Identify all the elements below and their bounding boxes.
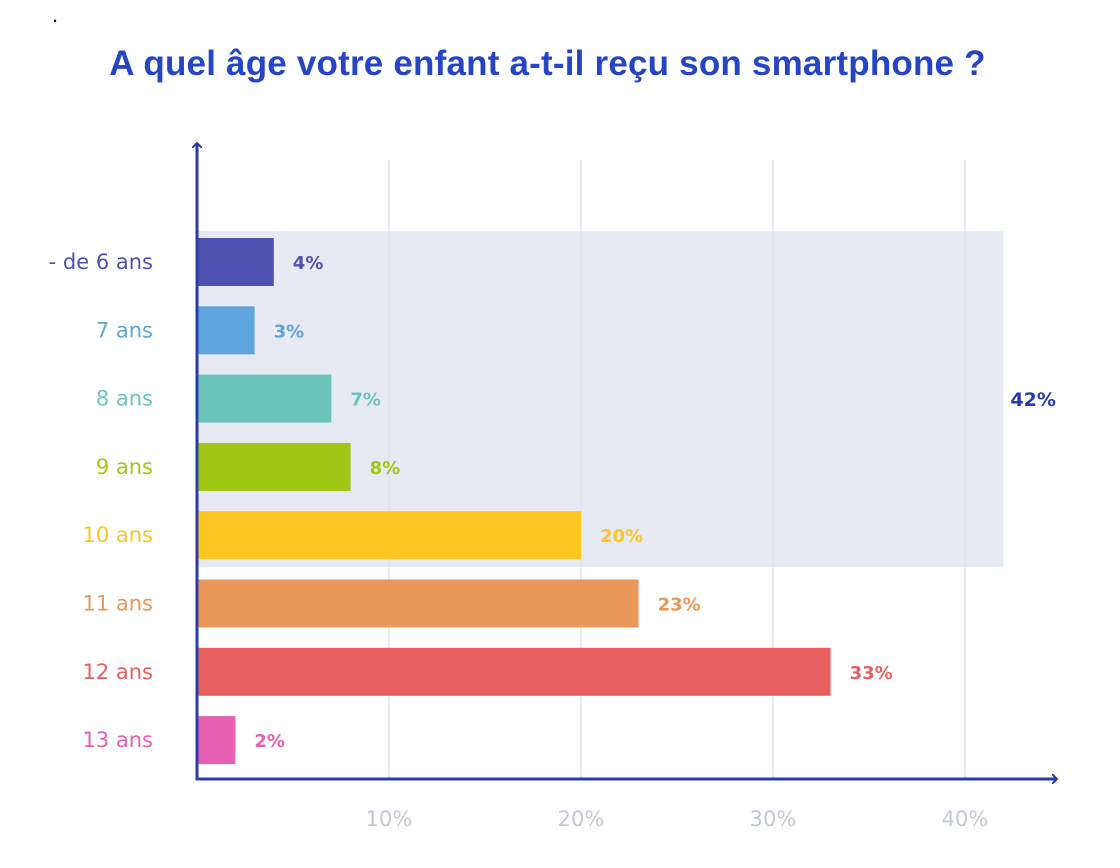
category-label: 11 ans [82,592,153,616]
category-label: - de 6 ans [49,250,153,274]
bar [197,442,351,491]
value-label: 20% [600,526,643,547]
chart-title: A quel âge votre enfant a-t-il reçu son … [109,44,986,83]
category-label: 7 ans [96,318,153,342]
x-tick-label: 20% [558,807,605,831]
x-tick-label: 30% [750,807,797,831]
value-label: 23% [658,595,701,616]
bars [197,238,831,765]
category-label: 13 ans [82,728,153,752]
value-label: 4% [293,253,324,274]
value-label: 2% [254,731,285,752]
group-highlight-label: 42% [1010,389,1055,411]
labels: 42% 10% 20% 30% 40% - de 6 ans 4% 7 ans 3% 8 ans 7… [49,250,1056,831]
category-label: 8 ans [96,387,153,411]
value-label: 3% [274,321,305,342]
bar [197,374,332,423]
bar [197,306,255,355]
category-label: 12 ans [82,660,153,684]
bar [197,647,831,696]
bar [197,238,274,286]
x-tick-label: 40% [942,807,989,831]
category-label: 9 ans [96,455,153,479]
category-label: 10 ans [82,523,153,547]
bar [197,716,236,765]
bar [197,511,581,560]
value-label: 8% [370,458,401,479]
value-label: 7% [350,390,381,411]
axes [196,143,1057,780]
bar [197,579,639,628]
value-label: 33% [850,663,893,684]
x-tick-label: 10% [366,807,413,831]
stray-dot: . [52,2,59,27]
